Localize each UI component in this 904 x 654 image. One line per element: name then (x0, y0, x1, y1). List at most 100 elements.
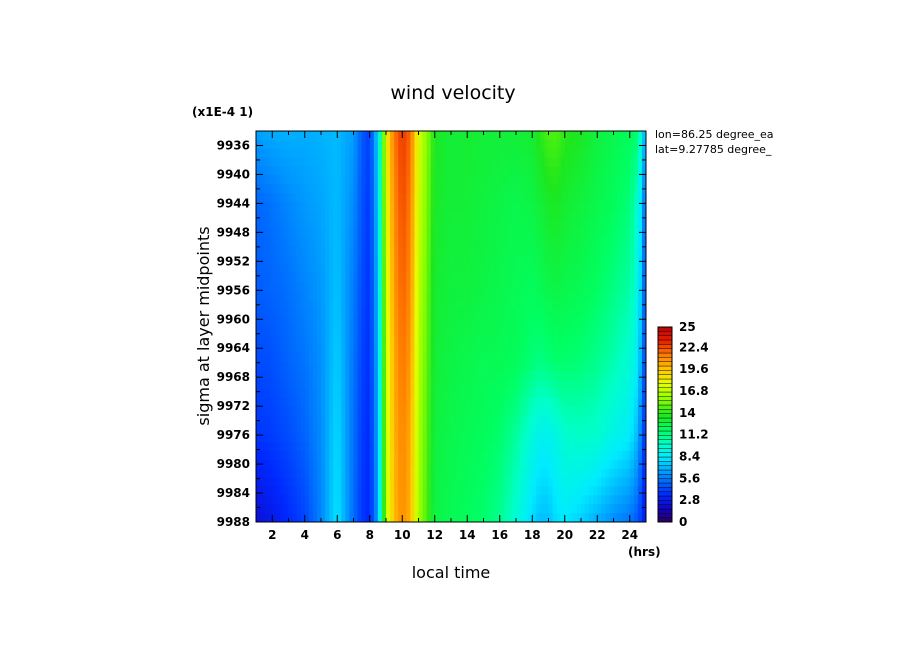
heatmap-cell (329, 228, 334, 239)
heatmap-cell (601, 495, 606, 505)
heatmap-cell (520, 290, 525, 301)
heatmap-cell (353, 290, 359, 301)
heatmap-cell (503, 255, 509, 265)
heatmap-cell (520, 219, 525, 230)
heatmap-cell (601, 335, 606, 345)
heatmap-cell (353, 486, 359, 496)
heatmap-cell (272, 477, 277, 488)
heatmap-cell (576, 477, 582, 488)
heatmap-cell (304, 388, 310, 399)
heatmap-cell (576, 202, 582, 212)
heatmap-cell (312, 246, 318, 257)
heatmap-cell (552, 308, 558, 319)
heatmap-cell (601, 193, 606, 203)
heatmap-cell (459, 335, 464, 345)
heatmap-cell (381, 353, 387, 363)
heatmap-cell (471, 246, 476, 257)
heatmap-cell (422, 459, 428, 470)
heatmap-cell (325, 362, 330, 372)
heatmap-cell (381, 379, 387, 390)
heatmap-cell (276, 468, 281, 479)
heatmap-cell (349, 210, 355, 221)
heatmap-cell (373, 415, 379, 425)
heatmap-cell (446, 237, 452, 248)
heatmap-cell (455, 495, 460, 505)
heatmap-cell (325, 219, 330, 230)
heatmap-cell (402, 450, 407, 461)
heatmap-cell (446, 450, 452, 461)
heatmap-cell (353, 317, 359, 328)
heatmap-cell (572, 433, 578, 443)
heatmap-cell (381, 513, 387, 522)
heatmap-cell (308, 495, 314, 505)
heatmap-cell (605, 246, 611, 257)
heatmap-cell (516, 513, 521, 522)
heatmap-cell (422, 210, 428, 221)
heatmap-cell (585, 308, 590, 319)
heatmap-cell (633, 228, 639, 239)
heatmap-cell (438, 219, 444, 230)
heatmap-cell (568, 282, 574, 292)
heatmap-cell (479, 362, 485, 372)
heatmap-cell (260, 486, 265, 496)
heatmap-cell (390, 370, 395, 381)
heatmap-cell (422, 264, 428, 274)
heatmap-cell (288, 362, 294, 372)
heatmap-cell (609, 379, 615, 390)
heatmap-cell (532, 468, 537, 479)
heatmap-cell (548, 308, 554, 319)
heatmap-cell (304, 193, 310, 203)
heatmap-cell (377, 273, 383, 283)
heatmap-cell (276, 219, 281, 230)
heatmap-cell (402, 202, 407, 212)
heatmap-cell (426, 406, 432, 416)
heatmap-cell (390, 139, 395, 150)
heatmap-cell (605, 326, 611, 336)
heatmap-cell (536, 157, 541, 168)
heatmap-cell (312, 344, 318, 354)
heatmap-cell (516, 166, 521, 177)
colorbar-band (657, 417, 673, 423)
heatmap-cell (633, 477, 639, 488)
heatmap-cell (613, 370, 619, 381)
heatmap-cell (357, 264, 363, 274)
heatmap-cell (422, 184, 428, 194)
heatmap-cell (264, 166, 269, 177)
heatmap-cell (544, 326, 550, 336)
heatmap-cell (442, 459, 448, 470)
heatmap-cell (312, 255, 318, 265)
heatmap-cell (560, 362, 566, 372)
heatmap-cell (345, 193, 351, 203)
heatmap-cell (585, 504, 590, 514)
heatmap-cell (471, 362, 476, 372)
heatmap-cell (499, 264, 505, 274)
heatmap-cell (499, 450, 505, 461)
heatmap-cell (288, 379, 294, 390)
heatmap-cell (511, 157, 517, 168)
colorbar-label: 5.6 (679, 471, 700, 485)
heatmap-cell (256, 362, 261, 372)
heatmap-cell (296, 308, 302, 319)
heatmap-cell (377, 255, 383, 265)
heatmap-cell (621, 477, 627, 488)
heatmap-cell (438, 433, 444, 443)
heatmap-cell (268, 513, 273, 522)
heatmap-cell (300, 148, 306, 159)
heatmap-cell (353, 379, 359, 390)
heatmap-cell (292, 450, 298, 461)
heatmap-cell (398, 193, 403, 203)
heatmap-cell (361, 397, 367, 408)
heatmap-cell (601, 131, 606, 141)
heatmap-cell (390, 228, 395, 239)
heatmap-cell (377, 495, 383, 505)
heatmap-cell (564, 210, 570, 221)
heatmap-cell (341, 166, 346, 177)
heatmap-cell (430, 513, 436, 522)
heatmap-cell (532, 406, 537, 416)
heatmap-cell (284, 442, 290, 452)
heatmap-cell (256, 282, 261, 292)
heatmap-cell (345, 388, 351, 399)
heatmap-cell (426, 273, 432, 283)
heatmap-cell (394, 326, 399, 336)
heatmap-cell (402, 193, 407, 203)
